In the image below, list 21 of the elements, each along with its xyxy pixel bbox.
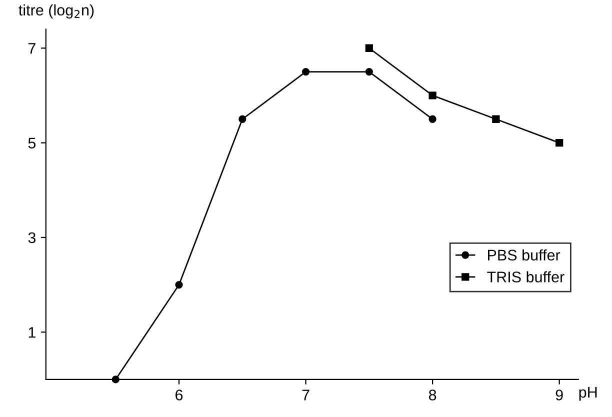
legend-label: TRIS buffer (487, 271, 564, 282)
point (302, 68, 310, 76)
x-axis-title: pH (579, 387, 597, 401)
point (365, 68, 373, 76)
point (556, 138, 564, 147)
point (175, 280, 183, 289)
y-axis-title: titre (log$_{2}$n) (18, 4, 94, 19)
x-tick-label: 7 (302, 390, 310, 400)
x-tick-label: 9 (556, 390, 563, 400)
point (365, 44, 373, 52)
point (238, 115, 246, 123)
point (492, 115, 500, 123)
point (428, 92, 436, 100)
legend-label: PBS buffer (488, 249, 560, 261)
point (428, 115, 436, 123)
y-tick-label: 5 (28, 138, 36, 148)
x-tick-label: 8 (428, 390, 436, 400)
x-tick-label: 6 (176, 390, 183, 400)
y-tick-label: 3 (28, 232, 36, 244)
y-tick-label: 1 (28, 327, 36, 338)
y-tick-label: 7 (28, 43, 36, 54)
